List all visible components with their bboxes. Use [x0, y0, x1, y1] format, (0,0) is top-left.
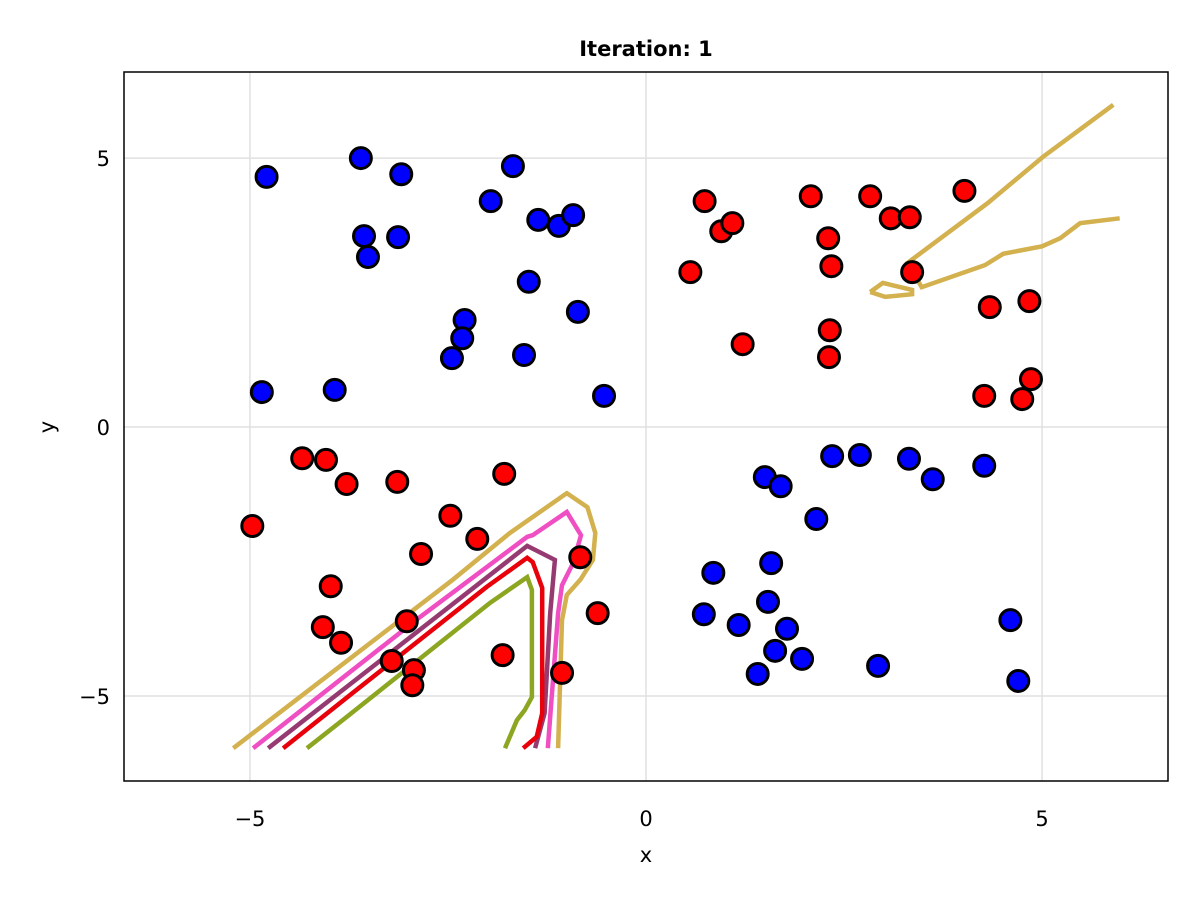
red-point	[310, 615, 335, 640]
red-point	[900, 260, 925, 285]
contour-lines	[231, 102, 1120, 750]
red-point	[720, 211, 745, 236]
blue-point	[726, 612, 751, 637]
scatter-points	[240, 146, 1043, 698]
blue-point	[768, 474, 793, 499]
y-axis-label: y	[35, 421, 59, 433]
blue-point	[249, 380, 274, 405]
y-tick-label: 5	[97, 147, 110, 171]
blue-point	[763, 638, 788, 663]
blue-point	[386, 225, 411, 250]
blue-point	[254, 164, 279, 189]
red-point	[1017, 289, 1042, 314]
x-tick-label: 5	[1035, 807, 1048, 831]
y-tick-label: −5	[79, 685, 110, 709]
y-tick-labels: −5 0 5	[79, 147, 110, 709]
red-point	[1010, 387, 1035, 412]
blue-point	[691, 602, 716, 627]
red-point	[490, 643, 515, 668]
red-point	[334, 472, 359, 497]
red-point	[240, 514, 265, 539]
blue-point	[322, 377, 347, 402]
blue-point	[804, 507, 829, 532]
blue-point	[561, 203, 586, 228]
blue-point	[1006, 668, 1031, 693]
red-point	[379, 649, 404, 674]
red-point	[816, 345, 841, 370]
blue-point	[920, 467, 945, 492]
red-point	[692, 189, 717, 214]
blue-point	[790, 646, 815, 671]
red-point	[394, 609, 419, 634]
blue-point	[866, 653, 891, 678]
x-axis-label: x	[640, 843, 652, 867]
red-point	[318, 574, 343, 599]
blue-point	[755, 589, 780, 614]
red-point	[816, 226, 841, 251]
contour-line-gold-upper	[904, 102, 1120, 290]
blue-point	[565, 299, 590, 324]
red-point	[972, 383, 997, 408]
y-tick-label: 0	[97, 416, 110, 440]
red-point	[798, 184, 823, 209]
red-point	[313, 447, 338, 472]
red-point	[897, 205, 922, 230]
blue-point	[439, 346, 464, 371]
blue-point	[847, 443, 872, 468]
red-point	[977, 295, 1002, 320]
contour-line-pink	[251, 508, 584, 750]
red-point	[568, 545, 593, 570]
blue-point	[774, 616, 799, 641]
red-point	[438, 503, 463, 528]
blue-point	[512, 342, 537, 367]
blue-point	[820, 444, 845, 469]
blue-point	[352, 224, 377, 249]
blue-point	[759, 551, 784, 576]
red-point	[678, 260, 703, 285]
blue-point	[745, 661, 770, 686]
blue-point	[450, 326, 475, 351]
blue-point	[355, 245, 380, 270]
red-point	[400, 673, 425, 698]
blue-point	[478, 189, 503, 214]
plot-frame	[123, 71, 1169, 782]
red-point	[385, 469, 410, 494]
x-tick-label: −5	[234, 807, 265, 831]
red-point	[492, 461, 517, 486]
red-point	[550, 660, 575, 685]
red-point	[409, 541, 434, 566]
blue-point	[896, 446, 921, 471]
x-tick-label: 0	[639, 807, 652, 831]
blue-point	[389, 162, 414, 187]
red-point	[585, 601, 610, 626]
contour-line-gold-lower	[231, 490, 598, 750]
blue-point	[500, 154, 525, 179]
red-point	[329, 630, 354, 655]
blue-point	[592, 383, 617, 408]
chart-title: Iteration: 1	[579, 37, 713, 61]
contour-line-gold-loop	[868, 280, 915, 300]
blue-point	[701, 560, 726, 585]
red-point	[730, 332, 755, 357]
red-point	[1018, 367, 1043, 392]
red-point	[858, 184, 883, 209]
red-point	[465, 526, 490, 551]
blue-point	[516, 269, 541, 294]
blue-point	[972, 453, 997, 478]
red-point	[952, 178, 977, 203]
blue-point	[998, 608, 1023, 633]
red-point	[819, 254, 844, 279]
red-point	[290, 446, 315, 471]
blue-point	[526, 207, 551, 232]
blue-point	[348, 146, 373, 171]
x-tick-labels: −5 0 5	[234, 807, 1048, 831]
contour-line-olive	[305, 573, 535, 750]
red-point	[817, 318, 842, 343]
